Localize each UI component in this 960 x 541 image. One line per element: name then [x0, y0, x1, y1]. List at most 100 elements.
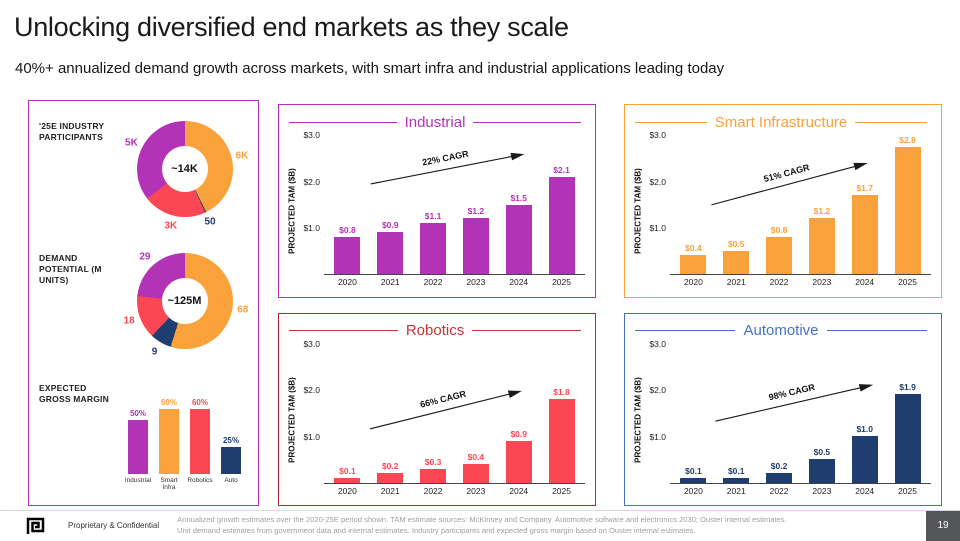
y-tick-label: $1.0: [649, 223, 666, 234]
bars-plot: 22% CAGR $0.8 $0.9 $1.1 $1.2 $1.5 $2.1: [324, 135, 585, 275]
x-axis-label: 2020: [337, 485, 357, 496]
y-tick-label: $3.0: [303, 338, 320, 349]
bar: [680, 255, 707, 274]
bar-value-label: $0.5: [813, 447, 831, 458]
bar: [462, 218, 489, 274]
x-axis-label: 2024: [855, 485, 875, 496]
bar: [377, 473, 404, 483]
bar: [548, 176, 575, 274]
x-axis-label: 2021: [726, 277, 746, 287]
bars-plot: 66% CAGR $0.1 $0.2 $0.3 $0.4 $0.9 $1.8: [324, 344, 585, 484]
bar: [766, 236, 793, 274]
demand-donut-chart: ~125M 68 9 18 29: [119, 251, 250, 359]
cagr-annotation: 22% CAGR: [368, 138, 526, 188]
bar-column: $0.4: [673, 135, 713, 274]
bar-column: $0.3: [413, 344, 453, 483]
title-rule-left: [289, 121, 397, 123]
bar-value-label: $0.1: [339, 465, 356, 476]
x-axis-label: 2025: [552, 277, 571, 287]
bar-column: $0.5: [716, 135, 756, 274]
bar: [723, 477, 750, 483]
donut-center-label: ~14K: [161, 146, 208, 192]
footnote-block: Annualized growth estimates over the 202…: [177, 515, 926, 536]
margin-category-label: Auto: [224, 477, 238, 484]
bar-value-label: $0.3: [424, 456, 442, 467]
y-tick-label: $2.0: [649, 176, 666, 187]
chart-body: PROJECTED TAM ($B) $1.0 $2.0 $3.0 22% CAGR…: [285, 130, 585, 287]
slide-subtitle: 40%+ annualized demand growth across mar…: [15, 60, 725, 77]
x-axis-label: 2023: [812, 277, 832, 287]
bar: [894, 147, 921, 274]
y-tick-label: $2.0: [303, 176, 320, 187]
margin-bar: [221, 446, 241, 474]
bar-column: $2.8: [888, 135, 928, 274]
title-rule-right: [472, 330, 582, 331]
chart-title: Smart Infrastructure: [714, 113, 848, 131]
x-axis-labels: 2020 2021 2022 2023 2024 2025: [670, 277, 931, 287]
bar-value-label: $0.1: [727, 465, 745, 476]
y-axis-title-text: PROJECTED TAM ($B): [287, 376, 296, 463]
margin-category-label: Robotics: [187, 477, 213, 484]
bar-column: $0.8: [759, 135, 799, 274]
chart-title-row: Robotics: [289, 320, 582, 342]
bar-value-label: $1.2: [813, 206, 831, 217]
donut: ~14K 6K 50 3K 5K: [125, 121, 248, 232]
bar-value-label: $1.7: [856, 183, 873, 194]
x-axis-label: 2025: [552, 485, 571, 496]
x-axis-label: 2022: [423, 485, 443, 496]
title-rule-left: [635, 121, 707, 123]
x-axis-label: 2022: [423, 277, 443, 287]
donut-segment-label: 6K: [235, 150, 249, 162]
title-rule-left: [289, 330, 398, 331]
margin-bar: [128, 419, 148, 474]
donut-segment-label: 29: [139, 251, 151, 263]
x-axis-label: 2021: [380, 277, 400, 287]
margin-category-label: Smart Infra: [160, 477, 178, 491]
chart-title-row: Automotive: [635, 320, 928, 342]
bar: [808, 218, 835, 274]
donut-center-label: ~125M: [161, 278, 208, 324]
bar: [808, 459, 835, 483]
gross-margin-chart: 50% 60% 60% 25% Industrial Smart Infra Roboti…: [119, 383, 250, 497]
margin-category-label: Industrial: [124, 477, 152, 484]
chart-title: Automotive: [743, 322, 819, 339]
donut-segment-label: 3K: [164, 220, 178, 232]
bars-plot: 98% CAGR $0.1 $0.1 $0.2 $0.5 $1.0 $1.9: [670, 344, 931, 484]
bar: [420, 223, 447, 274]
x-axis-label: 2025: [898, 485, 917, 496]
bar-value-label: $1.1: [424, 211, 442, 222]
bar: [420, 468, 447, 483]
y-axis-ticks: $1.0 $2.0 $3.0: [644, 339, 670, 484]
margin-bar-column: 25%: [216, 396, 246, 474]
x-axis-label: 2022: [769, 485, 789, 496]
bar: [723, 250, 750, 274]
x-axis-labels: 2020 2021 2022 2023 2024 2025: [324, 486, 585, 496]
x-axis-label: 2021: [726, 485, 746, 496]
bar-value-label: $0.4: [467, 451, 485, 462]
footnote-line-1: Annualized growth estimates over the 202…: [177, 515, 787, 525]
chart-body: PROJECTED TAM ($B) $1.0 $2.0 $3.0 66% CAGR…: [285, 339, 585, 496]
company-logo-icon: [26, 517, 45, 534]
market-summary-panel: '25E INDUSTRY PARTICIPANTS ~14K 6K 50 3K 5K…: [28, 100, 259, 506]
industry-participants-section: '25E INDUSTRY PARTICIPANTS ~14K 6K 50 3K 5K: [39, 121, 250, 232]
bar: [505, 204, 532, 274]
x-axis-label: 2023: [466, 485, 486, 496]
bar-value-label: $1.5: [510, 192, 527, 203]
bar-column: $1.1: [413, 135, 453, 274]
robotics-chart-panel: Robotics PROJECTED TAM ($B) $1.0 $2.0 $3.0…: [278, 312, 596, 506]
bar-value-label: $0.9: [381, 220, 399, 231]
y-axis-title-text: PROJECTED TAM ($B): [633, 168, 642, 254]
demand-potential-section: DEMAND POTENTIAL (M UNITS) ~125M 68 9 18 29: [39, 251, 250, 359]
title-rule-right: [473, 121, 581, 123]
chart-body: PROJECTED TAM ($B) $1.0 $2.0 $3.0 98% CAGR…: [631, 339, 931, 496]
demand-heading: DEMAND POTENTIAL (M UNITS): [39, 253, 102, 286]
y-tick-label: $1.0: [649, 431, 666, 442]
bar: [334, 477, 361, 483]
margin-bar: [159, 409, 179, 474]
y-axis-ticks: $1.0 $2.0 $3.0: [298, 339, 324, 484]
margin-bar: [190, 409, 210, 474]
cagr-annotation: 51% CAGR: [707, 148, 868, 209]
slide-footer: Proprietary & Confidential Annualized gr…: [0, 510, 960, 541]
title-rule-left: [635, 330, 736, 331]
